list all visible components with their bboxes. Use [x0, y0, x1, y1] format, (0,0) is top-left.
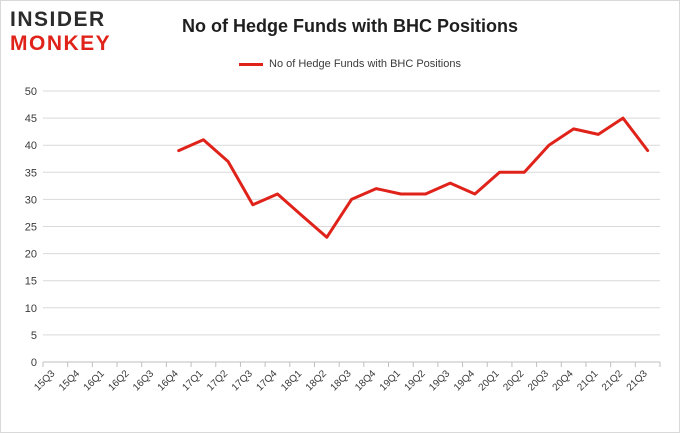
y-tick-label: 0 [31, 357, 37, 369]
x-tick-label: 16Q4 [156, 368, 181, 393]
x-tick-label: 19Q1 [378, 368, 403, 393]
x-tick-label: 20Q2 [501, 368, 526, 393]
y-tick-label: 50 [25, 86, 37, 98]
x-tick-label: 21Q1 [575, 368, 600, 393]
x-tick-label: 16Q3 [131, 368, 156, 393]
x-tick-label: 16Q1 [82, 368, 107, 393]
chart-legend: No of Hedge Funds with BHC Positions [0, 56, 680, 72]
y-tick-label: 10 [25, 303, 37, 315]
x-tick-label: 17Q1 [180, 368, 205, 393]
y-tick-label: 40 [25, 140, 37, 152]
insider-monkey-logo: INSIDER MONKEY [10, 9, 130, 59]
x-tick-label: 20Q3 [526, 368, 551, 393]
legend-line-swatch [239, 62, 263, 66]
x-tick-label: 19Q3 [427, 368, 452, 393]
legend-label: No of Hedge Funds with BHC Positions [269, 58, 461, 70]
y-tick-label: 25 [25, 222, 37, 234]
series-line-0 [177, 116, 650, 239]
x-tick-label: 18Q1 [279, 368, 304, 393]
y-tick-label: 5 [31, 330, 37, 342]
y-tick-label: 15 [25, 276, 37, 288]
x-tick-label: 19Q2 [403, 368, 428, 393]
y-tick-label: 35 [25, 167, 37, 179]
x-tick-label: 18Q3 [329, 368, 354, 393]
y-tick-label: 30 [25, 194, 37, 206]
x-tick-label: 21Q3 [625, 368, 650, 393]
x-tick-label: 16Q2 [106, 368, 131, 393]
chart-title: No of Hedge Funds with BHC Positions [182, 16, 518, 36]
x-tick-label: 20Q1 [477, 368, 502, 393]
logo-line-1: INSIDER [10, 8, 106, 31]
x-tick-label: 17Q3 [230, 368, 255, 393]
x-tick-label: 17Q4 [255, 368, 280, 393]
x-tick-label: 21Q2 [600, 368, 625, 393]
x-tick-label: 19Q4 [452, 368, 477, 393]
x-tick-label: 17Q2 [205, 368, 230, 393]
y-tick-label: 45 [25, 113, 37, 125]
x-tick-label: 20Q4 [551, 368, 576, 393]
x-tick-label: 15Q4 [57, 368, 82, 393]
x-tick-label: 15Q3 [32, 368, 57, 393]
x-tick-label: 18Q4 [353, 368, 378, 393]
y-tick-label: 20 [25, 249, 37, 261]
x-tick-label: 18Q2 [304, 368, 329, 393]
logo-line-2: MONKEY [10, 32, 112, 55]
